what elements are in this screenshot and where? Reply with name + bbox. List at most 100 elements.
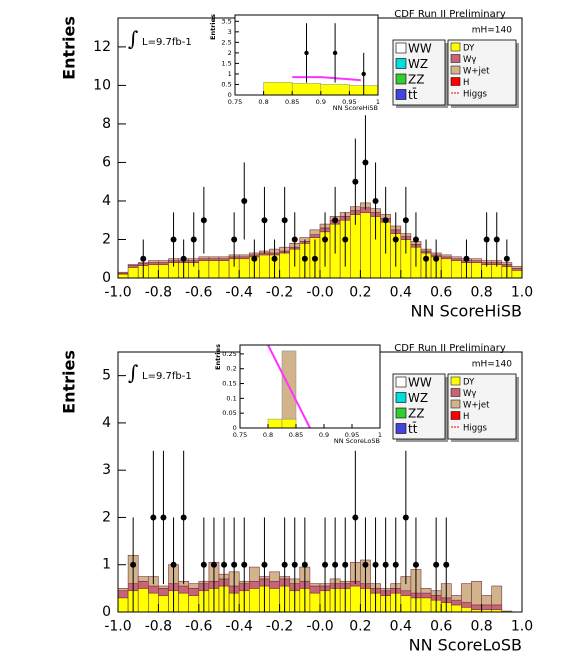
data-point xyxy=(180,514,187,521)
data-point xyxy=(402,514,409,521)
x-tick-label: 0.4 xyxy=(390,285,412,301)
y-tick-label: 0.2 xyxy=(226,365,236,373)
histogram-bar xyxy=(481,604,493,610)
data-point xyxy=(352,178,359,185)
x-tick-label: -0.0 xyxy=(306,619,333,635)
data-point xyxy=(311,255,318,262)
data-point xyxy=(190,236,197,243)
x-tick-label: 0.95 xyxy=(345,431,359,439)
data-point xyxy=(160,514,167,521)
legend-swatch xyxy=(395,73,407,85)
y-tick-label: 8 xyxy=(102,116,111,132)
histogram-bar xyxy=(279,252,291,279)
histogram-bar xyxy=(127,267,139,279)
histogram-bar xyxy=(309,234,321,238)
histogram-bar xyxy=(117,590,129,599)
legend-swatch xyxy=(395,392,407,403)
histogram-bar xyxy=(127,264,139,266)
x-tick-label: -0.2 xyxy=(266,285,293,301)
y-axis-label: Entries xyxy=(214,344,222,370)
y-tick-label: 4 xyxy=(102,415,111,431)
legend-label: W+jet xyxy=(463,67,490,77)
x-tick-label: 1.0 xyxy=(511,619,533,635)
data-point xyxy=(130,561,137,568)
histogram-bar xyxy=(461,583,472,603)
histogram-bar xyxy=(420,592,432,599)
histogram-bar xyxy=(188,583,200,589)
histogram-bar xyxy=(117,597,129,613)
histogram-bar xyxy=(208,256,220,260)
signal-curve xyxy=(267,344,311,429)
y-axis-label: Entries xyxy=(60,16,79,80)
data-point xyxy=(140,255,147,262)
x-axis-label: NN ScoreLoSB xyxy=(334,437,380,445)
histogram-bar xyxy=(461,606,472,613)
histogram-bar xyxy=(249,588,260,613)
y-axis-label: Entries xyxy=(60,350,79,414)
data-point xyxy=(392,236,399,243)
data-point xyxy=(281,561,288,568)
data-point xyxy=(342,236,349,243)
histogram-bar xyxy=(309,229,321,235)
histogram-bar xyxy=(471,262,482,279)
x-tick-label: 0.75 xyxy=(228,98,242,106)
legend-swatch xyxy=(450,54,461,63)
legend-label: DY xyxy=(463,378,475,388)
data-point xyxy=(271,255,278,262)
histogram-bar xyxy=(450,604,462,613)
y-tick-label: 6 xyxy=(102,154,111,170)
histogram-bar xyxy=(400,595,412,613)
x-tick-label: 0.6 xyxy=(430,285,452,301)
legend-swatch xyxy=(395,58,407,69)
x-tick-label: 0.8 xyxy=(258,98,268,106)
x-tick-label: 0.8 xyxy=(263,431,273,439)
run-label: CDF Run II Preliminary xyxy=(394,9,506,20)
histogram-bar xyxy=(137,576,149,582)
y-tick-label: 0.1 xyxy=(226,394,236,402)
y-tick-label: 2 xyxy=(228,49,232,57)
x-tick-label: -0.8 xyxy=(145,285,172,301)
histogram-bar xyxy=(450,260,462,279)
histogram-bar xyxy=(269,580,280,589)
data-point xyxy=(382,217,389,224)
data-point xyxy=(342,561,349,568)
y-tick-label: 10 xyxy=(93,77,111,93)
data-point xyxy=(483,236,490,243)
x-tick-label: -0.6 xyxy=(185,285,212,301)
data-point xyxy=(251,255,258,262)
luminosity-label: L=9.7fb-1 xyxy=(142,371,192,382)
histogram-bar xyxy=(198,260,210,279)
luminosity-label: L=9.7fb-1 xyxy=(142,37,192,48)
data-point xyxy=(170,236,177,243)
legend-swatch xyxy=(395,423,407,434)
histogram-bar xyxy=(511,266,523,269)
histogram-bar xyxy=(158,585,169,589)
x-tick-label: 0.95 xyxy=(342,98,356,106)
integral-sign: ∫ xyxy=(128,27,138,51)
data-point xyxy=(362,159,369,166)
histogram-bar xyxy=(281,418,297,429)
data-point xyxy=(281,217,288,224)
histogram-bar xyxy=(188,595,200,613)
x-tick-label: 0.85 xyxy=(285,98,299,106)
histogram-bar xyxy=(450,599,462,606)
histogram-bar xyxy=(249,580,260,589)
data-point xyxy=(493,236,500,243)
legend-label: WW xyxy=(408,42,432,56)
x-tick-label: -1.0 xyxy=(104,619,131,635)
legend-swatch xyxy=(450,65,461,75)
y-tick-label: 0.5 xyxy=(221,80,231,88)
histogram-bar xyxy=(148,264,159,279)
x-tick-label: 1.0 xyxy=(511,285,533,301)
data-point xyxy=(433,561,440,568)
histogram-bar xyxy=(471,258,482,261)
histogram-bar xyxy=(420,597,432,613)
x-tick-label: -0.4 xyxy=(226,619,253,635)
y-tick-label: 1 xyxy=(228,70,232,78)
x-tick-label: 0.4 xyxy=(390,619,412,635)
histogram-bar xyxy=(263,82,293,96)
legend-swatch xyxy=(395,376,407,388)
data-point xyxy=(412,236,419,243)
histogram-bar xyxy=(218,256,230,260)
histogram-bar xyxy=(158,260,169,263)
